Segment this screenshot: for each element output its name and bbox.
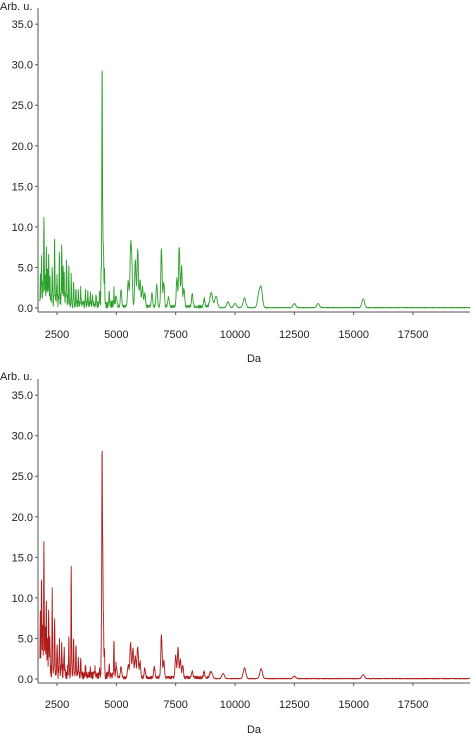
y-tick-label: 5.0 [18,633,33,645]
y-tick-label: 30.0 [12,60,33,72]
x-tick-label: 7500 [163,699,187,711]
x-tick-label: 15000 [338,329,369,341]
x-axis-label: Da [247,724,262,735]
spectrum-line [39,70,471,309]
x-tick-label: 10000 [220,329,251,341]
x-tick-label: 17500 [398,329,429,341]
y-tick-label: 20.0 [12,512,33,524]
y-tick-label: 25.0 [12,100,33,112]
y-tick-label: 25.0 [12,471,33,483]
y-tick-label: 35.0 [12,390,33,402]
y-tick-label: 10.0 [12,593,33,605]
chart-1: Arb. u. 0.0 5.0 10.0 15.0 20.0 25.0 30.0 35.0 250… [0,1,471,365]
y-tick-label: 30.0 [12,431,33,443]
y-tick-label: 5.0 [18,262,33,274]
chart-2: Arb. u. 0.0 5.0 10.0 15.0 20.0 25.0 30.0 35.0 250… [0,371,471,736]
x-axis-label: Da [247,353,262,365]
x-tick-label: 12500 [279,699,310,711]
y-tick-label: 15.0 [12,552,33,564]
y-tick-label: 10.0 [12,222,33,234]
x-tick-label: 12500 [279,329,310,341]
spectrum-line [39,450,471,680]
y-axis-label: Arb. u. [0,1,32,13]
y-tick-label: 20.0 [12,141,33,153]
x-tick-label: 7500 [163,329,187,341]
x-tick-label: 17500 [398,699,429,711]
y-tick-label: 15.0 [12,181,33,193]
x-tick-label: 2500 [45,699,69,711]
y-tick-label: 35.0 [12,19,33,31]
x-tick-label: 15000 [338,699,369,711]
x-tick-label: 2500 [45,329,69,341]
x-tick-label: 5000 [104,329,128,341]
y-tick-label: 0.0 [18,674,33,686]
x-tick-label: 10000 [220,699,251,711]
y-axis-label: Arb. u. [0,371,32,383]
y-tick-label: 0.0 [18,303,33,315]
x-tick-label: 5000 [104,699,128,711]
